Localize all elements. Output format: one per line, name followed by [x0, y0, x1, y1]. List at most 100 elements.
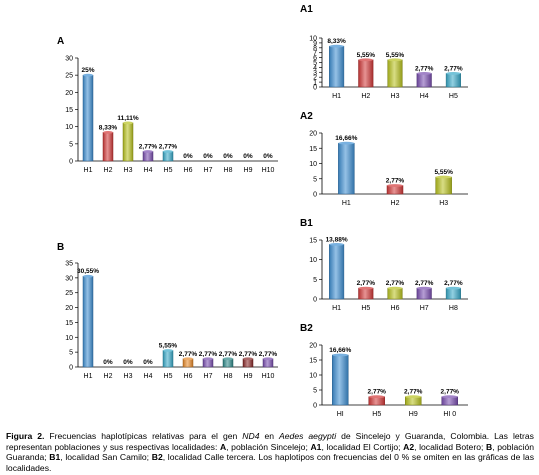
- bar-top-b-6: [183, 357, 193, 361]
- y-tick-label-b: 15: [65, 320, 73, 327]
- chart-b2: B2 0 5 10 15 20 16,66% HI 2,77% H5 2,77% H9 2,77% HI …: [300, 323, 468, 418]
- y-tick-label-b2: 20: [309, 343, 317, 350]
- y-tick-label-b2: 5: [313, 388, 317, 395]
- bar-b1-1: [329, 244, 345, 300]
- x-tick-label-b-4: H4: [144, 373, 153, 380]
- data-label-a1-4: 2,77%: [415, 65, 434, 72]
- data-label-a2-2: 2,77%: [386, 178, 405, 185]
- y-tick-label-b: 25: [65, 290, 73, 297]
- caption-species: Aedes aegypti: [279, 431, 337, 441]
- bar-top-a1-1: [329, 44, 344, 48]
- y-tick-label-a2: 10: [309, 161, 317, 168]
- chart-b: B 0 5 10 15 20 25 30 35 30,55% H1 0% H2 0% H3 0% H4 5,55%…: [57, 242, 278, 380]
- x-tick-label-b-8: H8: [224, 373, 233, 380]
- x-tick-label-b-3: H3: [124, 373, 133, 380]
- y-tick-label-a1: 2: [313, 75, 317, 82]
- x-tick-label-a-8: H8: [224, 167, 233, 174]
- bar-a-3: [122, 122, 134, 162]
- y-tick-label-a2: 0: [313, 192, 317, 199]
- y-tick-label-a1: 10: [309, 36, 317, 43]
- x-tick-label-b1-2: H5: [361, 305, 370, 312]
- x-tick-label-b1-5: H8: [449, 305, 458, 312]
- bar-a1-5: [445, 73, 461, 88]
- data-label-a-1: 25%: [81, 67, 94, 74]
- data-label-b-9: 2,77%: [239, 351, 258, 358]
- x-tick-label-b-10: H10: [262, 373, 275, 380]
- bar-top-a-4: [143, 150, 153, 153]
- bar-top-b2-3: [405, 395, 422, 399]
- bar-a-4: [142, 151, 154, 162]
- bar-top-b-9: [243, 357, 253, 361]
- data-label-a2-3: 5,55%: [434, 169, 453, 176]
- x-tick-label-a2-2: H2: [391, 200, 400, 207]
- x-tick-label-a-2: H2: [104, 167, 113, 174]
- bar-a1-1: [329, 45, 345, 88]
- panel-label-a2: A2: [300, 111, 313, 122]
- y-tick-label-a: 5: [69, 141, 73, 148]
- y-tick-label-b: 20: [65, 305, 73, 312]
- bar-top-a1-2: [358, 58, 374, 62]
- panel-label-b2: B2: [300, 323, 313, 334]
- bar-b1-4: [416, 287, 432, 300]
- bar-top-a1-3: [387, 58, 403, 62]
- bar-top-b-7: [203, 357, 213, 361]
- caption-text-a2: , localidad Botero;: [414, 441, 486, 452]
- y-tick-label-a1: 9: [313, 40, 317, 47]
- data-label-b2-3: 2,77%: [404, 389, 423, 396]
- y-tick-label-b: 5: [69, 350, 73, 357]
- data-label-a-9: 0%: [243, 153, 253, 160]
- bar-a-1: [82, 74, 94, 162]
- x-tick-label-b1-1: H1: [332, 305, 341, 312]
- bar-b2-1: [332, 354, 349, 406]
- y-tick-label-b1: 10: [309, 257, 317, 264]
- x-tick-label-b1-3: H6: [391, 305, 400, 312]
- data-label-a2-1: 16,66%: [335, 135, 357, 142]
- data-label-b2-1: 16,66%: [329, 347, 351, 354]
- data-label-a-4: 2,77%: [139, 143, 158, 150]
- bar-b-5: [162, 350, 174, 368]
- bar-top-b1-2: [358, 286, 374, 290]
- data-label-b-1: 30,55%: [77, 268, 99, 275]
- data-label-b1-1: 13,88%: [326, 236, 348, 243]
- bar-top-b1-4: [416, 286, 432, 290]
- y-tick-label-b: 10: [65, 335, 73, 342]
- y-tick-label-a: 0: [69, 159, 73, 166]
- data-label-b1-5: 2,77%: [444, 280, 463, 287]
- y-tick-label-b1: 0: [313, 297, 317, 304]
- bar-a2-3: [435, 176, 452, 195]
- x-tick-label-a-3: H3: [124, 167, 133, 174]
- data-label-a1-5: 2,77%: [444, 65, 463, 72]
- data-label-a-10: 0%: [263, 153, 273, 160]
- x-tick-label-b2-3: H9: [409, 411, 418, 418]
- bar-top-b1-5: [446, 286, 461, 290]
- data-label-a-5: 2,77%: [159, 143, 178, 150]
- caption-key-b1: B1: [49, 452, 61, 462]
- caption-text-a: , población Sincelejo;: [226, 441, 311, 452]
- y-tick-label-b: 0: [69, 365, 73, 372]
- bar-a-2: [102, 132, 114, 162]
- x-tick-label-b-9: H9: [244, 373, 253, 380]
- panel-label-b: B: [57, 242, 64, 253]
- bar-top-a-2: [103, 131, 113, 134]
- panel-label-a: A: [57, 36, 64, 47]
- data-label-b-10: 2,77%: [259, 351, 278, 358]
- x-tick-label-a2-3: H3: [439, 200, 448, 207]
- bar-top-b2-2: [368, 395, 385, 399]
- data-label-b-3: 0%: [123, 359, 133, 366]
- bar-top-a2-1: [338, 141, 355, 145]
- y-tick-label-b2: 0: [313, 403, 317, 410]
- y-tick-label-a2: 15: [309, 146, 317, 153]
- bar-top-b2-1: [332, 353, 349, 357]
- caption-text-b2: , localidad Calle tercera. Los haplotipo…: [6, 452, 535, 473]
- bar-b1-2: [358, 287, 374, 300]
- bar-top-a-5: [163, 150, 173, 153]
- data-label-b1-3: 2,77%: [386, 280, 405, 287]
- x-tick-label-b2-1: HI: [337, 411, 344, 418]
- data-label-a-8: 0%: [223, 153, 233, 160]
- bar-top-a2-2: [387, 184, 403, 187]
- x-tick-label-a1-1: H1: [332, 93, 341, 100]
- x-tick-label-b-5: H5: [164, 373, 173, 380]
- data-label-b-6: 2,77%: [179, 351, 198, 358]
- caption-key-b: B: [485, 441, 493, 452]
- bar-a1-4: [416, 73, 432, 88]
